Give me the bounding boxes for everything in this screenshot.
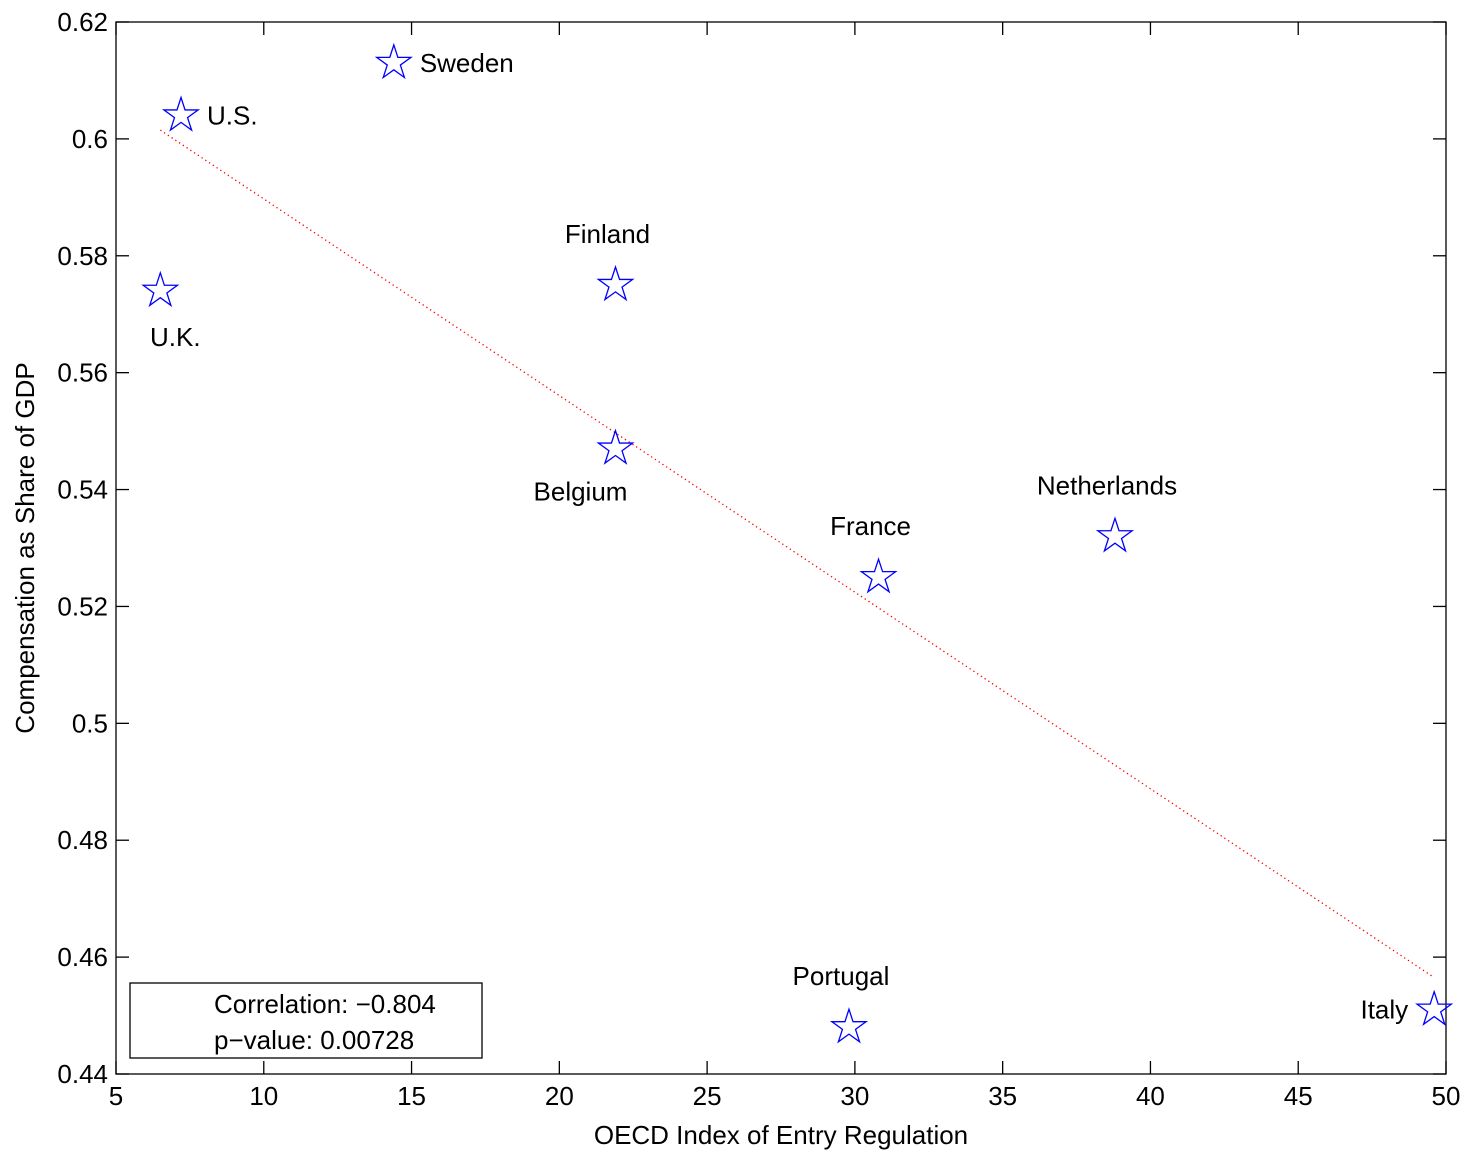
x-tick-label: 50 — [1432, 1081, 1461, 1111]
legend-correlation-text: Correlation: −0.804 — [214, 989, 436, 1019]
star-marker-finland — [596, 264, 635, 302]
star-marker-u-k — [141, 270, 180, 308]
x-tick-labels: 5 10 15 20 25 30 35 40 45 50 — [109, 1081, 1461, 1111]
point-label-france: France — [830, 511, 911, 541]
y-tick-label: 0.52 — [57, 591, 108, 621]
point-label-italy: Italy — [1360, 995, 1408, 1025]
x-axis-label: OECD Index of Entry Regulation — [594, 1120, 968, 1150]
y-tick-label: 0.5 — [72, 708, 108, 738]
x-tick-label: 40 — [1136, 1081, 1165, 1111]
x-tick-label: 20 — [545, 1081, 574, 1111]
point-label-portugal: Portugal — [793, 961, 890, 991]
legend-box: Correlation: −0.804 p−value: 0.00728 — [129, 982, 483, 1059]
plot-area — [115, 21, 1447, 1075]
star-marker-sweden — [374, 42, 413, 80]
x-tick-label: 25 — [693, 1081, 722, 1111]
y-tick-label: 0.58 — [57, 241, 108, 271]
point-label-finland: Finland — [565, 219, 650, 249]
point-label-sweden: Sweden — [420, 48, 514, 78]
x-tick-label: 35 — [988, 1081, 1017, 1111]
point-label-u-s: U.S. — [207, 101, 258, 131]
point-label-belgium: Belgium — [534, 477, 628, 507]
x-tick-label: 10 — [249, 1081, 278, 1111]
star-marker-u-s — [161, 95, 201, 132]
star-marker-france — [859, 557, 898, 594]
y-tick-label: 0.54 — [57, 475, 108, 505]
y-axis-label: Compensation as Share of GDP — [10, 362, 40, 733]
star-marker-portugal — [829, 1007, 869, 1044]
data-points — [141, 42, 1454, 1044]
point-labels: U.S. Sweden U.K. Finland Belgium France Nether… — [150, 48, 1408, 1025]
x-tick-label: 30 — [840, 1081, 869, 1111]
star-marker-italy — [1415, 989, 1454, 1026]
legend-pvalue-text: p−value: 0.00728 — [214, 1025, 414, 1055]
star-marker-belgium — [596, 428, 635, 465]
y-tick-label: 0.62 — [57, 7, 108, 37]
y-tick-labels: 0.44 0.46 0.48 0.5 0.52 0.54 0.56 0.58 0.6 0.62 — [57, 7, 108, 1089]
y-tick-label: 0.6 — [72, 124, 108, 154]
x-tick-label: 45 — [1284, 1081, 1313, 1111]
y-tick-label: 0.44 — [57, 1059, 108, 1089]
star-marker-netherlands — [1095, 516, 1135, 553]
x-tick-label: 15 — [397, 1081, 426, 1111]
point-label-netherlands: Netherlands — [1037, 470, 1177, 500]
y-tick-label: 0.48 — [57, 825, 108, 855]
x-tick-label: 5 — [109, 1081, 123, 1111]
y-tick-label: 0.56 — [57, 358, 108, 388]
y-tick-label: 0.46 — [57, 942, 108, 972]
point-label-u-k: U.K. — [150, 322, 201, 352]
axis-ticks — [115, 21, 1447, 1075]
